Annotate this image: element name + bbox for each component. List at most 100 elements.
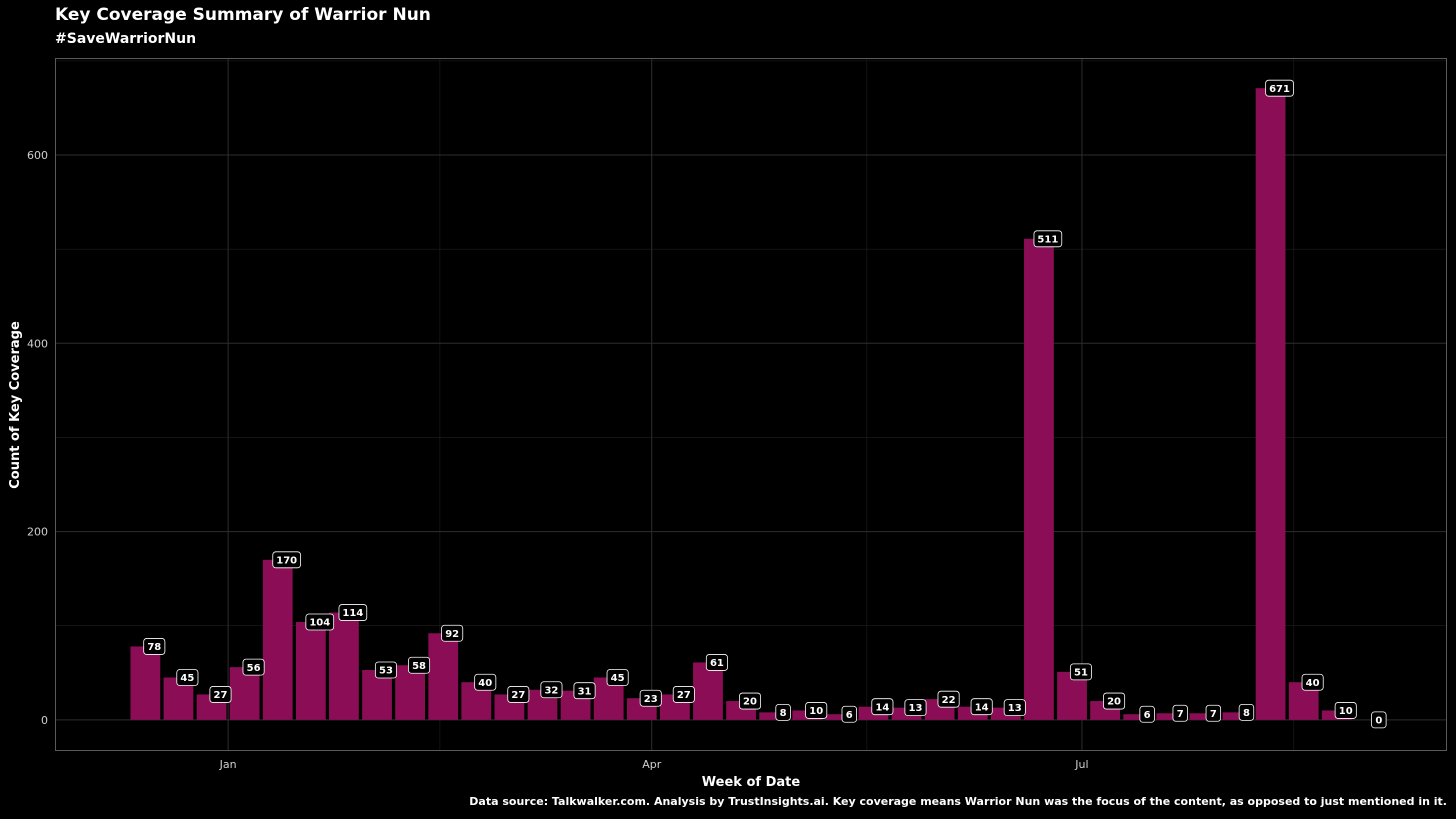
data-label-box bbox=[775, 703, 791, 721]
data-label: 671 bbox=[1265, 79, 1294, 97]
data-label-text: 20 bbox=[743, 697, 757, 708]
x-axis-title: Week of Date bbox=[702, 775, 801, 790]
data-label-box bbox=[937, 690, 960, 708]
data-label-box bbox=[1103, 692, 1126, 710]
y-tick-label: 600 bbox=[27, 149, 48, 162]
data-label-text: 31 bbox=[578, 686, 592, 697]
bar bbox=[1024, 238, 1054, 720]
data-label-text: 53 bbox=[379, 666, 393, 677]
data-label-box bbox=[507, 686, 530, 703]
data-label-box bbox=[970, 698, 993, 716]
bar bbox=[329, 612, 359, 720]
data-label: 6 bbox=[841, 705, 857, 723]
data-label: 32 bbox=[540, 681, 563, 699]
data-label-text: 114 bbox=[342, 608, 363, 619]
data-label-box bbox=[441, 624, 464, 642]
data-label-text: 92 bbox=[445, 629, 459, 640]
data-label-text: 14 bbox=[875, 702, 889, 713]
data-label: 8 bbox=[775, 703, 791, 721]
data-label: 53 bbox=[374, 661, 397, 679]
data-label: 27 bbox=[507, 686, 530, 703]
x-tick-label: Jan bbox=[219, 758, 237, 771]
y-tick-label: 0 bbox=[41, 714, 48, 727]
data-label-text: 56 bbox=[247, 663, 261, 674]
bar bbox=[825, 714, 856, 720]
data-label-text: 23 bbox=[644, 694, 658, 705]
data-label-box bbox=[573, 682, 596, 700]
data-label-box bbox=[338, 604, 368, 621]
data-label-box bbox=[639, 689, 662, 707]
data-label-box bbox=[1139, 705, 1155, 723]
data-label-text: 0 bbox=[1375, 715, 1382, 726]
data-label: 92 bbox=[441, 624, 464, 642]
data-label: 27 bbox=[672, 686, 695, 703]
bar bbox=[262, 559, 293, 720]
data-label-box bbox=[805, 702, 828, 719]
data-label-text: 32 bbox=[544, 685, 558, 696]
data-label: 511 bbox=[1033, 230, 1063, 248]
data-label-box bbox=[606, 669, 629, 686]
plot-panel-border bbox=[55, 58, 1447, 751]
data-label-text: 10 bbox=[1339, 706, 1353, 717]
data-label-box bbox=[209, 686, 232, 703]
data-label: 170 bbox=[272, 551, 301, 569]
data-label: 7 bbox=[1172, 704, 1188, 722]
data-label-text: 20 bbox=[1107, 697, 1121, 708]
data-label-text: 58 bbox=[412, 661, 426, 672]
data-label: 14 bbox=[970, 698, 993, 716]
data-label: 14 bbox=[871, 698, 894, 716]
data-label: 20 bbox=[1103, 692, 1126, 710]
data-label-box bbox=[1172, 704, 1188, 722]
data-label-box bbox=[1334, 702, 1357, 719]
data-label-box bbox=[1205, 704, 1222, 722]
data-label-text: 7 bbox=[1177, 709, 1184, 720]
data-label-box bbox=[871, 698, 894, 716]
data-label: 40 bbox=[1301, 673, 1324, 691]
bar bbox=[428, 633, 459, 720]
data-label: 31 bbox=[573, 682, 596, 700]
data-label: 27 bbox=[209, 686, 232, 703]
data-label-text: 170 bbox=[276, 555, 297, 566]
data-label-box bbox=[242, 658, 265, 676]
data-label: 58 bbox=[408, 656, 431, 674]
data-label-box bbox=[1301, 673, 1324, 691]
bar bbox=[693, 662, 723, 720]
data-label: 56 bbox=[242, 658, 265, 676]
data-label: 20 bbox=[739, 692, 762, 710]
data-label-text: 8 bbox=[780, 708, 787, 719]
bar bbox=[1123, 714, 1154, 720]
data-label-text: 6 bbox=[1144, 710, 1151, 721]
data-label-box bbox=[739, 692, 762, 710]
data-label-text: 27 bbox=[214, 690, 228, 701]
data-label-text: 13 bbox=[1008, 703, 1022, 714]
data-label-box bbox=[305, 613, 335, 631]
data-label-box bbox=[474, 673, 497, 691]
data-label-text: 22 bbox=[942, 695, 956, 706]
data-label-box bbox=[841, 705, 857, 723]
data-label: 45 bbox=[606, 669, 629, 686]
chart-caption: Data source: Talkwalker.com. Analysis by… bbox=[469, 795, 1447, 808]
data-label-text: 40 bbox=[478, 678, 492, 689]
data-label: 13 bbox=[1003, 699, 1026, 717]
data-label-box bbox=[176, 669, 199, 686]
bar bbox=[1189, 713, 1220, 720]
data-label-text: 27 bbox=[511, 690, 525, 701]
data-label-box bbox=[272, 551, 301, 569]
data-label-text: 104 bbox=[309, 618, 330, 629]
data-label-box bbox=[1265, 79, 1294, 97]
data-label: 23 bbox=[639, 689, 662, 707]
data-label-text: 8 bbox=[1243, 708, 1250, 719]
data-label: 114 bbox=[338, 604, 368, 621]
y-tick-label: 400 bbox=[27, 337, 48, 350]
data-label: 22 bbox=[937, 690, 960, 708]
data-label: 13 bbox=[904, 699, 927, 717]
data-label-box bbox=[904, 699, 927, 717]
data-label: 45 bbox=[176, 669, 199, 686]
data-label-box bbox=[143, 638, 166, 655]
bar bbox=[1222, 712, 1253, 720]
data-label-box bbox=[672, 686, 695, 703]
data-label-text: 671 bbox=[1269, 84, 1290, 95]
data-label-text: 40 bbox=[1306, 678, 1320, 689]
